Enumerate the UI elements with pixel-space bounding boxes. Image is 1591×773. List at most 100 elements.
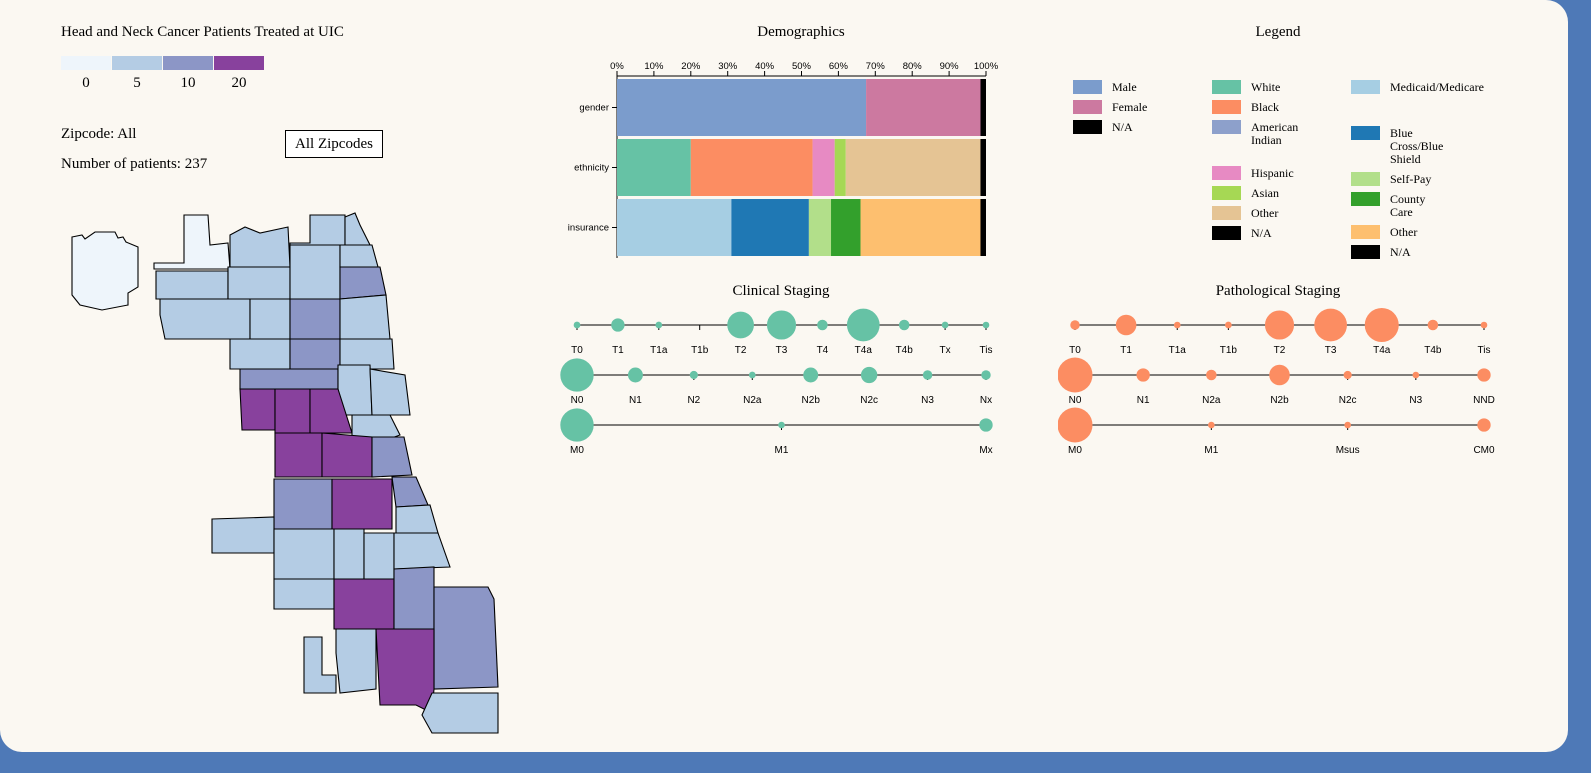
stage-M1-bubble[interactable] <box>778 421 785 429</box>
bar-segment-ethnicity[interactable] <box>980 139 986 196</box>
stage-Mx-bubble[interactable] <box>979 418 993 432</box>
stage-N2-bubble[interactable] <box>689 370 698 380</box>
zip-region[interactable] <box>339 338 395 370</box>
bar-segment-insurance[interactable] <box>980 199 986 256</box>
zip-region[interactable] <box>371 436 413 478</box>
zip-region[interactable] <box>273 528 335 580</box>
zip-region[interactable] <box>395 504 439 534</box>
stage-N1-bubble[interactable] <box>1136 368 1150 382</box>
bar-segment-ethnicity[interactable] <box>617 139 691 196</box>
zip-region[interactable] <box>289 338 341 370</box>
stage-T4b-bubble[interactable] <box>898 319 910 331</box>
zip-region[interactable] <box>339 244 379 268</box>
zip-region[interactable] <box>393 532 451 570</box>
stage-T0-bubble[interactable] <box>573 321 581 329</box>
stage-T2-bubble[interactable] <box>1264 310 1295 340</box>
stage-M0-bubble[interactable] <box>1058 407 1093 443</box>
zip-region[interactable] <box>227 266 291 300</box>
zip-region[interactable] <box>153 214 231 270</box>
stage-T1b-bubble[interactable] <box>1225 321 1232 329</box>
bar-segment-insurance[interactable] <box>617 199 732 256</box>
stage-T1-bubble[interactable] <box>1115 314 1137 336</box>
stage-T4b-bubble[interactable] <box>1427 319 1439 331</box>
zip-region[interactable] <box>229 338 291 370</box>
stage-T4a-bubble[interactable] <box>846 308 880 342</box>
stage-N2c-bubble[interactable] <box>1343 370 1352 380</box>
zip-region[interactable] <box>375 628 435 714</box>
bar-segment-insurance[interactable] <box>808 199 832 256</box>
stage-N2b-bubble[interactable] <box>803 367 819 383</box>
stage-T3-bubble[interactable] <box>766 310 797 340</box>
zip-region[interactable] <box>229 226 291 270</box>
stage-Tx-bubble[interactable] <box>941 321 949 329</box>
zip-region[interactable] <box>331 478 393 530</box>
bar-segment-ethnicity[interactable] <box>812 139 835 196</box>
bar-segment-gender[interactable] <box>617 79 867 136</box>
zip-region[interactable] <box>333 578 395 630</box>
stage-CM0-bubble[interactable] <box>1477 418 1491 432</box>
bar-segment-ethnicity[interactable] <box>834 139 846 196</box>
stage-N2b-bubble[interactable] <box>1269 364 1290 386</box>
zip-region[interactable] <box>211 516 275 554</box>
x-tick-label: 0% <box>610 61 624 72</box>
zip-region[interactable] <box>71 231 139 311</box>
stage-NND-bubble[interactable] <box>1477 368 1491 382</box>
stage-Tis-bubble[interactable] <box>982 321 990 329</box>
bar-segment-insurance[interactable] <box>731 199 809 256</box>
stage-N0-bubble[interactable] <box>560 358 594 392</box>
stage-N0-bubble[interactable] <box>1058 357 1093 393</box>
zip-region[interactable] <box>239 368 339 390</box>
zip-region[interactable] <box>421 692 499 734</box>
stage-T0-bubble[interactable] <box>1070 320 1080 330</box>
stage-T3-bubble[interactable] <box>1314 308 1347 342</box>
bar-segment-ethnicity[interactable] <box>690 139 813 196</box>
zip-region[interactable] <box>321 432 373 478</box>
zip-region[interactable] <box>339 294 391 340</box>
zip-region[interactable] <box>159 298 251 340</box>
stage-T2-bubble[interactable] <box>727 311 754 339</box>
stage-Tis-bubble[interactable] <box>1480 321 1488 329</box>
zip-region[interactable] <box>273 578 335 610</box>
stage-N3-bubble[interactable] <box>922 370 933 380</box>
stage-N3-bubble[interactable] <box>1412 371 1420 379</box>
bar-segment-gender[interactable] <box>980 79 986 136</box>
zip-region[interactable] <box>333 528 365 580</box>
stage-T1a-bubble[interactable] <box>655 321 663 329</box>
zip-region[interactable] <box>303 636 337 694</box>
zip-region[interactable] <box>393 566 435 630</box>
stage-N2a-bubble[interactable] <box>748 371 756 379</box>
stage-N1-bubble[interactable] <box>627 367 643 383</box>
stage-T4a-bubble[interactable] <box>1364 307 1399 343</box>
zip-region[interactable] <box>289 244 341 300</box>
zip-region[interactable] <box>289 298 341 340</box>
stage-Nx-bubble[interactable] <box>981 370 991 380</box>
stage-T1a-bubble[interactable] <box>1173 321 1181 329</box>
stage-M1-bubble[interactable] <box>1208 421 1215 429</box>
zip-region[interactable] <box>391 476 429 508</box>
bar-segment-insurance[interactable] <box>831 199 861 256</box>
zip-region[interactable] <box>239 388 276 431</box>
zip-region[interactable] <box>274 432 323 478</box>
zip-region[interactable] <box>433 586 499 690</box>
stage-T1-bubble[interactable] <box>611 318 625 332</box>
zip-region[interactable] <box>335 628 377 694</box>
bar-segment-gender[interactable] <box>866 79 981 136</box>
bar-segment-insurance[interactable] <box>860 199 981 256</box>
zip-region[interactable] <box>273 478 333 530</box>
zip-region[interactable] <box>363 532 395 580</box>
zip-region[interactable] <box>344 212 371 246</box>
stage-N2a-bubble[interactable] <box>1206 369 1217 381</box>
stage-Msus-bubble[interactable] <box>1344 421 1351 429</box>
stage-N2c-bubble[interactable] <box>860 366 878 384</box>
zip-region[interactable] <box>249 298 291 340</box>
zip-region[interactable] <box>369 368 411 416</box>
zip-region[interactable] <box>289 214 346 246</box>
bar-segment-ethnicity[interactable] <box>845 139 981 196</box>
all-zipcodes-button[interactable]: All Zipcodes <box>285 130 383 158</box>
zip-region[interactable] <box>155 270 229 300</box>
zip-region[interactable] <box>339 266 387 300</box>
zip-region[interactable] <box>274 388 311 434</box>
stage-T4-bubble[interactable] <box>817 319 828 331</box>
stage-M0-bubble[interactable] <box>560 408 594 442</box>
chicago-zipcode-map[interactable] <box>60 205 510 745</box>
